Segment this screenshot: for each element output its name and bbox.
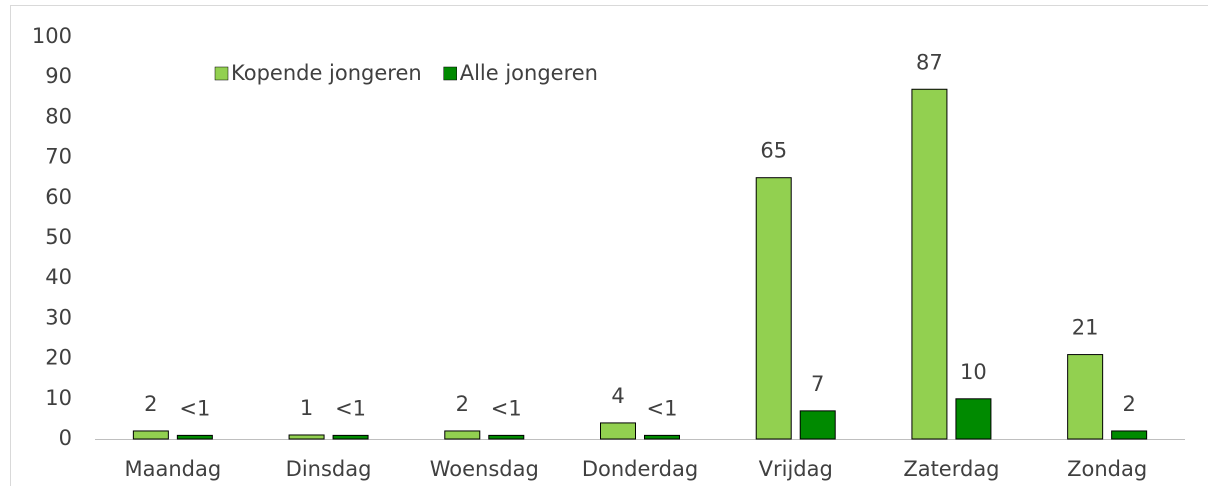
y-tick-label: 20 bbox=[45, 346, 72, 370]
bar bbox=[644, 434, 680, 440]
y-tick-label: 70 bbox=[45, 145, 72, 169]
data-label: 21 bbox=[1072, 316, 1099, 340]
y-tick-label: 50 bbox=[45, 225, 72, 249]
bar bbox=[288, 434, 325, 440]
data-label: 1 bbox=[300, 396, 313, 420]
y-tick-label: 60 bbox=[45, 185, 72, 209]
bar bbox=[955, 398, 992, 440]
y-tick-label: 100 bbox=[32, 24, 72, 48]
data-label: <1 bbox=[491, 396, 522, 420]
legend-label: Alle jongeren bbox=[460, 61, 598, 85]
data-label: <1 bbox=[335, 396, 366, 420]
bar bbox=[176, 434, 213, 440]
x-tick-label: Vrijdag bbox=[759, 457, 833, 481]
data-label: 87 bbox=[916, 50, 943, 74]
x-tick-label: Zaterdag bbox=[903, 457, 999, 481]
legend-swatch bbox=[443, 66, 457, 81]
bar bbox=[911, 88, 948, 440]
legend-swatch bbox=[214, 66, 229, 81]
data-label: 7 bbox=[811, 372, 824, 396]
data-label: 2 bbox=[1122, 392, 1135, 416]
bar bbox=[755, 177, 792, 440]
bar bbox=[799, 410, 836, 440]
bar bbox=[1111, 430, 1148, 440]
data-label: 2 bbox=[144, 392, 157, 416]
bar bbox=[1067, 354, 1104, 440]
bar bbox=[332, 434, 369, 440]
chart-border bbox=[10, 5, 1208, 486]
x-tick-label: Maandag bbox=[125, 457, 222, 481]
y-tick-label: 40 bbox=[45, 265, 72, 289]
bar bbox=[488, 434, 525, 440]
data-label: 2 bbox=[456, 392, 469, 416]
y-tick-label: 0 bbox=[59, 426, 72, 450]
x-tick-label: Zondag bbox=[1067, 457, 1147, 481]
x-tick-label: Dinsdag bbox=[286, 457, 372, 481]
data-label: 10 bbox=[960, 360, 987, 384]
data-label: <1 bbox=[179, 396, 210, 420]
bar bbox=[444, 430, 481, 440]
data-label: 4 bbox=[611, 384, 624, 408]
x-tick-label: Woensdag bbox=[430, 457, 539, 481]
y-tick-label: 10 bbox=[45, 386, 72, 410]
data-label: <1 bbox=[647, 396, 678, 420]
y-tick-label: 30 bbox=[45, 305, 72, 329]
y-tick-label: 80 bbox=[45, 104, 72, 128]
data-label: 65 bbox=[760, 139, 787, 163]
legend-label: Kopende jongeren bbox=[231, 61, 422, 85]
y-tick-label: 90 bbox=[45, 64, 72, 88]
x-tick-label: Donderdag bbox=[582, 457, 698, 481]
bar bbox=[600, 422, 636, 440]
bar bbox=[132, 430, 169, 440]
